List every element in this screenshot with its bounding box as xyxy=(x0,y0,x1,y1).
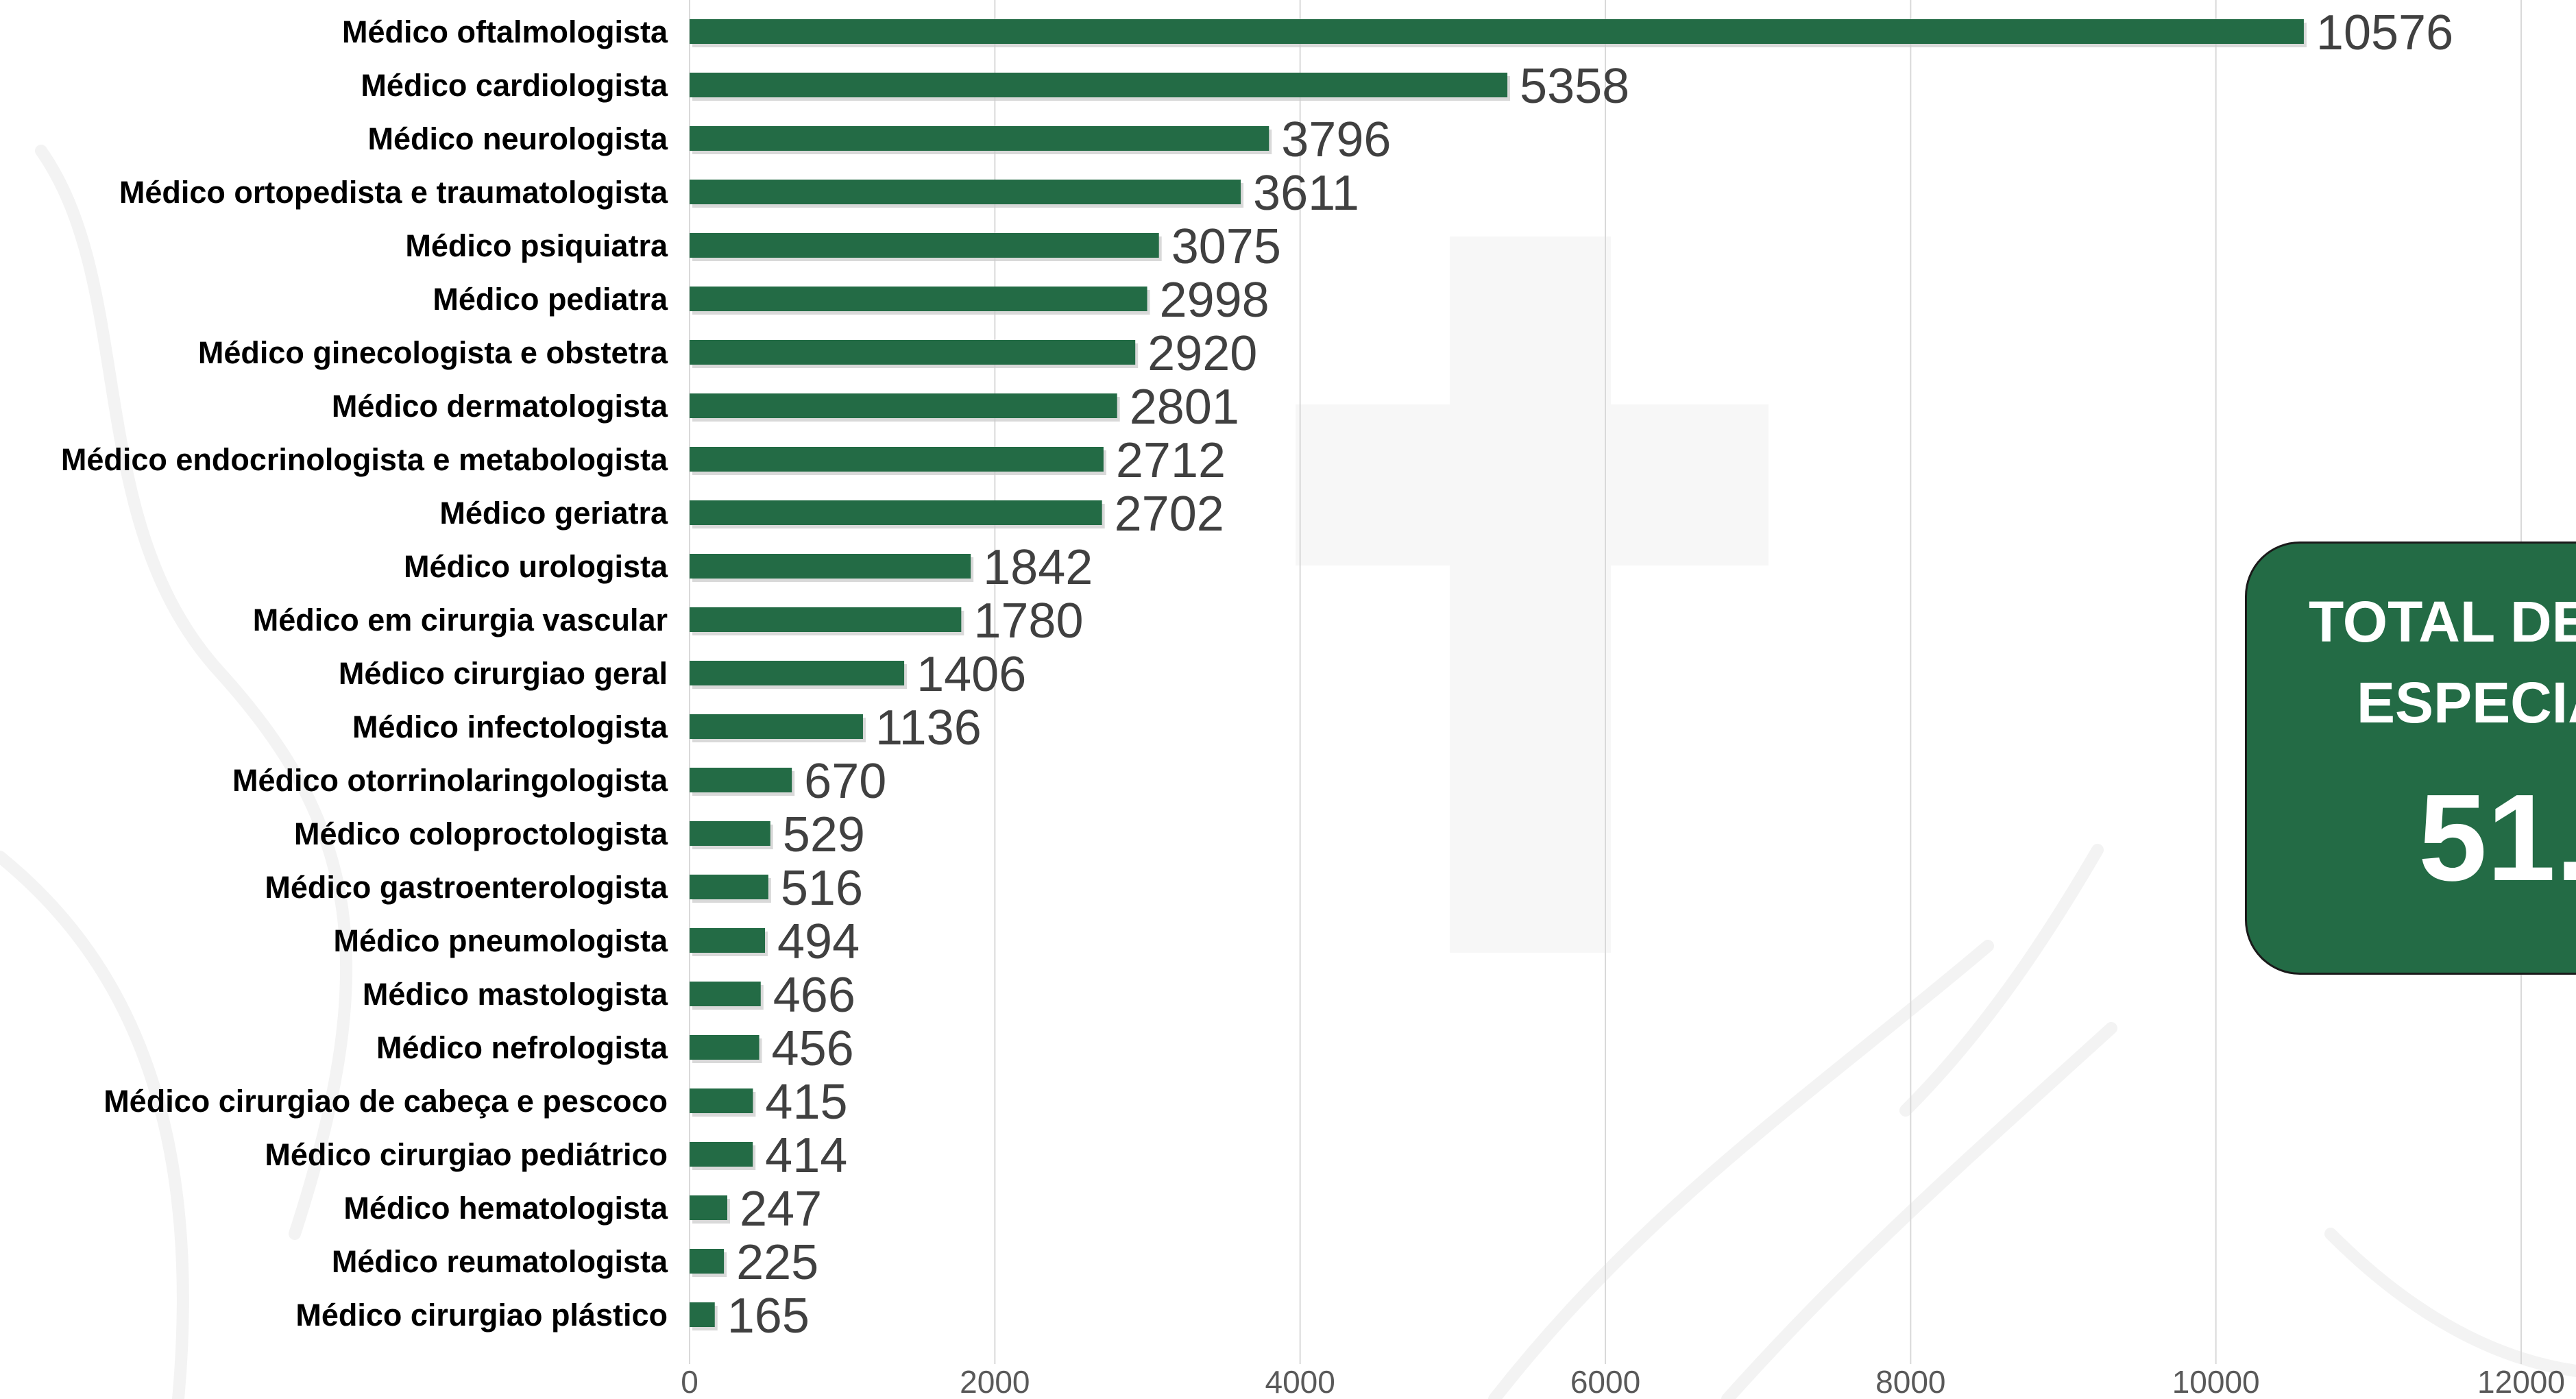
value-label: 5358 xyxy=(1520,59,1629,114)
bar xyxy=(690,607,962,632)
value-label: 1842 xyxy=(983,540,1093,595)
value-label: 225 xyxy=(736,1235,818,1290)
x-tick-label: 4000 xyxy=(1265,1364,1335,1399)
value-label: 2712 xyxy=(1116,433,1226,488)
value-label: 466 xyxy=(773,968,855,1023)
category-label: Médico cardiologista xyxy=(361,68,668,103)
value-label: 670 xyxy=(804,754,886,809)
value-label: 415 xyxy=(765,1075,847,1130)
value-label: 10576 xyxy=(2316,5,2453,60)
category-label: Médico infectologista xyxy=(352,709,668,744)
value-label: 2702 xyxy=(1115,487,1224,542)
category-labels: Médico oftalmologista Médico cardiologist… xyxy=(61,14,668,1333)
bar xyxy=(690,982,761,1006)
bar xyxy=(690,180,1241,204)
category-label: Médico otorrinolaringologista xyxy=(232,763,668,798)
bars xyxy=(690,19,2307,1330)
category-label: Médico ortopedista e traumatologista xyxy=(119,175,668,210)
value-label: 2801 xyxy=(1130,380,1239,435)
value-label: 2920 xyxy=(1147,326,1257,381)
value-label: 3075 xyxy=(1171,219,1281,274)
bar xyxy=(690,554,971,579)
category-label: Médico dermatologista xyxy=(332,389,668,424)
bar xyxy=(690,19,2304,44)
value-label: 456 xyxy=(772,1021,854,1076)
value-label: 3611 xyxy=(1253,166,1359,221)
x-tick-label: 8000 xyxy=(1875,1364,1945,1399)
category-label: Médico oftalmologista xyxy=(342,14,668,49)
total-summary-box: TOTAL DE ESPECIA 51. xyxy=(2245,542,2576,975)
value-label: 1780 xyxy=(973,594,1083,648)
bar xyxy=(690,1142,753,1167)
value-labels: 10576 5358 3796361130752998292028012712270… xyxy=(727,5,2453,1343)
value-label: 414 xyxy=(765,1128,847,1183)
category-label: Médico em cirurgia vascular xyxy=(253,603,668,637)
category-label: Médico pediatra xyxy=(433,282,668,317)
total-title: TOTAL DE ESPECIA xyxy=(2309,589,2576,735)
bar xyxy=(690,1302,715,1327)
x-tick-label: 12000 xyxy=(2477,1364,2565,1399)
bar xyxy=(690,447,1104,472)
bar xyxy=(690,126,1269,151)
category-label: Médico hematologista xyxy=(343,1191,668,1226)
value-label: 494 xyxy=(777,914,860,969)
category-label: Médico reumatologista xyxy=(332,1244,668,1279)
bar xyxy=(690,1035,760,1060)
bar xyxy=(690,1195,727,1220)
category-label: Médico geriatra xyxy=(439,496,668,531)
category-label: Médico cirurgiao de cabeça e pescoco xyxy=(104,1084,668,1119)
value-label: 1406 xyxy=(916,647,1026,702)
category-label: Médico cirurgiao pediátrico xyxy=(265,1137,668,1172)
bar xyxy=(690,1249,725,1274)
value-label: 165 xyxy=(727,1289,810,1343)
category-label: Médico gastroenterologista xyxy=(265,870,668,905)
value-label: 247 xyxy=(740,1182,822,1237)
category-label: Médico coloproctologista xyxy=(294,816,668,851)
category-label: Médico psiquiatra xyxy=(405,228,668,263)
value-label: 529 xyxy=(783,807,865,862)
bar xyxy=(690,875,768,899)
value-label: 516 xyxy=(781,861,863,916)
category-label: Médico pneumologista xyxy=(333,923,668,958)
x-tick-label: 6000 xyxy=(1570,1364,1640,1399)
bar xyxy=(690,928,765,953)
category-label: Médico cirurgiao geral xyxy=(339,656,668,691)
category-label: Médico urologista xyxy=(404,549,668,584)
category-label: Médico neurologista xyxy=(367,121,668,156)
category-label: Médico nefrologista xyxy=(376,1030,668,1065)
x-tick-label: 2000 xyxy=(960,1364,1030,1399)
bar xyxy=(690,661,905,685)
bar xyxy=(690,233,1159,258)
bar xyxy=(690,768,792,792)
bar xyxy=(690,393,1117,418)
category-label: Médico cirurgiao plástico xyxy=(295,1298,668,1333)
bar xyxy=(690,500,1102,525)
category-label: Médico ginecologista e obstetra xyxy=(198,335,668,370)
value-label: 1136 xyxy=(875,701,982,755)
bar xyxy=(690,340,1136,365)
total-value: 51. xyxy=(2418,769,2576,907)
value-label: 3796 xyxy=(1281,112,1391,167)
bar xyxy=(690,73,1508,97)
bar xyxy=(690,821,770,846)
category-label: Médico endocrinologista e metabologista xyxy=(61,442,668,477)
x-axis-ticks: 0 2000 4000 6000 8000 10000 12000 xyxy=(681,1364,2565,1399)
value-label: 2998 xyxy=(1160,273,1269,328)
bar xyxy=(690,714,863,739)
x-tick-label: 0 xyxy=(681,1364,698,1399)
category-label: Médico mastologista xyxy=(363,977,668,1012)
bar xyxy=(690,1088,753,1113)
bar xyxy=(690,287,1147,311)
x-tick-label: 10000 xyxy=(2172,1364,2260,1399)
